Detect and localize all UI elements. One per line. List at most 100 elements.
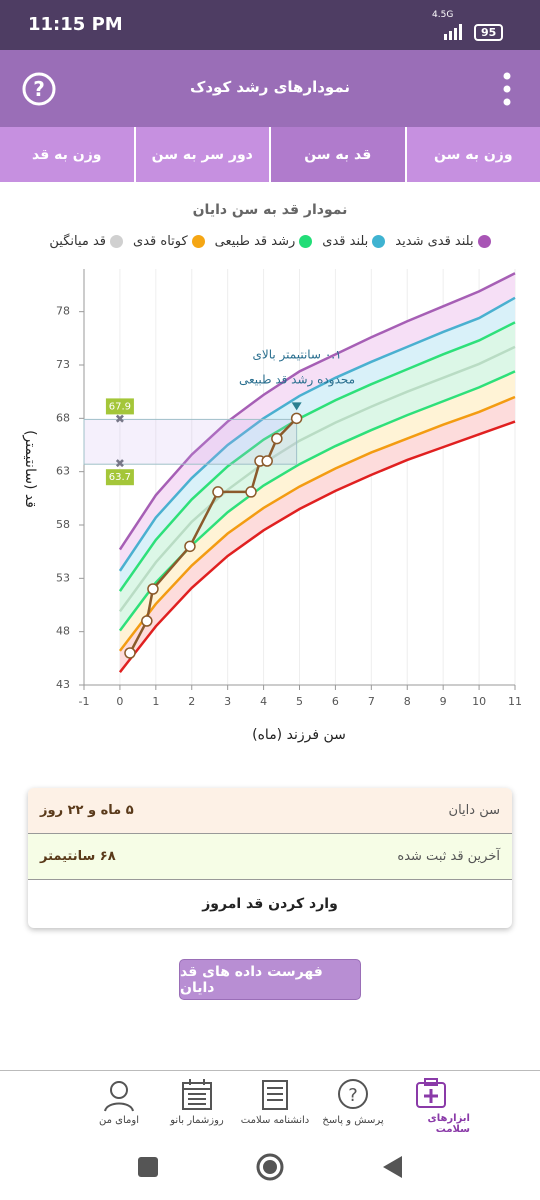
nav-icon xyxy=(104,1081,134,1112)
range-label-box xyxy=(105,469,134,486)
legend-item: رشد قد طبیعی xyxy=(215,234,313,249)
legend-swatch xyxy=(110,235,124,248)
signal-icon xyxy=(444,24,462,40)
annotation: محدوده رشد قد طبیعی xyxy=(239,373,355,388)
x-tick-label: 7 xyxy=(368,695,375,708)
x-tick-label: 11 xyxy=(508,695,522,708)
nav-icon xyxy=(416,1078,446,1108)
legend-item: بلند قدی xyxy=(322,234,386,249)
child-point xyxy=(141,615,153,627)
range-marker: ✖ xyxy=(115,412,125,426)
child-point xyxy=(212,486,224,498)
band xyxy=(119,322,516,612)
y-tick-label: 48 xyxy=(56,625,70,638)
y-tick-label: 68 xyxy=(56,411,70,424)
legend-item: بلند قدی شدید xyxy=(395,234,491,249)
nav-label: اومای من xyxy=(99,1115,139,1126)
bottom-nav: ابزارهای سلامت? پرسش و پاسخ دانشنامه سلامت… xyxy=(0,1070,540,1135)
tab[interactable]: دور سر به سن xyxy=(133,127,270,182)
x-axis-label: سن فرزند (ماه) xyxy=(252,727,346,743)
y-tick-label: 73 xyxy=(56,358,70,371)
status-bar: 11:15 PM 4.5G 95 xyxy=(0,0,540,50)
system-nav xyxy=(0,1135,540,1200)
menu-button[interactable] xyxy=(502,72,512,106)
percentile-line xyxy=(118,420,516,673)
legend-label: رشد قد طبیعی xyxy=(214,234,296,249)
x-tick-label: 5 xyxy=(296,695,303,708)
row-value: ۵ ماه و ۲۲ روز xyxy=(40,803,134,818)
system-buttons xyxy=(138,1153,402,1181)
percentile-line xyxy=(118,345,516,613)
tab[interactable]: قد به سن xyxy=(269,127,405,182)
y-tick-label: 78 xyxy=(56,305,70,318)
x-tick-label: -1 xyxy=(79,695,90,708)
legend-item: کوتاه قدی xyxy=(133,234,205,249)
legend-label: بلند قدی شدید xyxy=(395,234,474,249)
range-label: 63.7 xyxy=(109,472,131,483)
time: 11:15 PM xyxy=(28,14,123,35)
nav-icon: ? xyxy=(338,1079,368,1109)
nav-icon xyxy=(262,1080,288,1110)
range-label-box xyxy=(105,398,134,415)
child-point xyxy=(147,583,159,595)
child-point xyxy=(290,412,303,425)
summary-card: سن دایان ۵ ماه و ۲۲ روز آخرین قد ثبت شده ۶… xyxy=(28,788,512,928)
nav-item[interactable]: دانشنامه سلامت xyxy=(236,1071,314,1135)
y-tick-label: 63 xyxy=(56,465,70,478)
nav-item[interactable]: اومای من xyxy=(80,1071,158,1135)
x-tick-label: 8 xyxy=(404,695,411,708)
x-tick-label: 1 xyxy=(152,695,159,708)
summary-row: سن دایان ۵ ماه و ۲۲ روز xyxy=(28,788,512,834)
child-point xyxy=(261,455,273,467)
child-point xyxy=(124,647,136,659)
add-height-button[interactable]: وارد کردن قد امروز xyxy=(202,896,338,912)
row-label: آخرین قد ثبت شده xyxy=(397,849,500,864)
row-label: سن دایان xyxy=(448,803,500,818)
band xyxy=(119,297,516,592)
percentile-line xyxy=(118,321,516,592)
band xyxy=(119,273,516,571)
summary-row: آخرین قد ثبت شده ۶۸ سانتیمتر xyxy=(28,834,512,880)
x-tick-label: 6 xyxy=(332,695,339,708)
legend-swatch xyxy=(477,235,491,248)
tab[interactable]: وزن به قد xyxy=(32,146,102,163)
app-bar: ? نمودارهای رشد کودک xyxy=(0,50,540,127)
legend-label: بلند قدی xyxy=(322,234,369,249)
nav-label: دانشنامه سلامت xyxy=(240,1115,310,1126)
latest-marker xyxy=(291,402,302,411)
range-marker: ✖ xyxy=(115,457,125,471)
tab[interactable]: وزن به سن xyxy=(404,127,540,182)
legend-swatch xyxy=(299,235,313,248)
y-tick-label: 43 xyxy=(56,678,70,691)
legend-swatch xyxy=(191,235,205,248)
percentile-line xyxy=(118,395,516,652)
legend-label: کوتاه قدی xyxy=(133,234,188,249)
nav-item[interactable]: ابزارهای سلامت xyxy=(392,1071,470,1135)
x-tick-label: 3 xyxy=(224,695,231,708)
x-tick-label: 10 xyxy=(472,695,486,708)
app-title: نمودارهای رشد کودک xyxy=(189,78,351,96)
nav-item[interactable]: ? پرسش و پاسخ xyxy=(314,1071,392,1135)
range-label: 67.9 xyxy=(109,401,131,412)
percentile-line xyxy=(118,272,516,551)
nav-icon xyxy=(182,1079,212,1110)
legend-label: قد میانگین xyxy=(49,234,107,249)
legend-item: قد میانگین xyxy=(49,234,124,249)
list-button[interactable]: فهرست داده های قد دایان xyxy=(179,959,361,1000)
band xyxy=(119,397,516,673)
child-point xyxy=(184,540,196,553)
nav-label: روزشمار بانو xyxy=(170,1115,224,1126)
y-tick-label: 58 xyxy=(56,518,70,531)
legend: بلند قدی شدید بلند قدی رشد قد طبیعی کوتاه ق… xyxy=(0,234,540,249)
y-axis-label: قد (سانتیمتر) xyxy=(22,430,38,508)
nav-item[interactable]: روزشمار بانو xyxy=(158,1071,236,1135)
help-button[interactable]: ? xyxy=(22,72,56,106)
row-value: ۶۸ سانتیمتر xyxy=(40,849,116,864)
child-point xyxy=(271,432,283,445)
x-tick-label: 0 xyxy=(116,695,123,708)
nav-label: پرسش و پاسخ xyxy=(322,1115,384,1126)
network: 4.5G xyxy=(432,10,454,20)
battery: 95 xyxy=(474,24,504,41)
child-point xyxy=(245,486,257,498)
